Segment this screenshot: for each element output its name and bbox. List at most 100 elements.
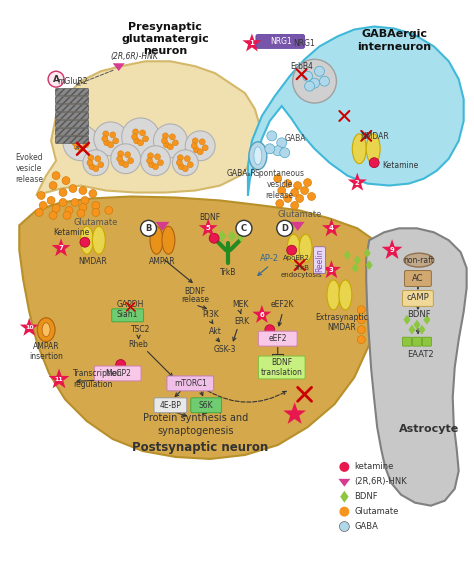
Circle shape: [133, 129, 138, 135]
Polygon shape: [322, 218, 341, 236]
Text: GABAₐR: GABAₐR: [227, 169, 257, 178]
Polygon shape: [218, 231, 226, 242]
Circle shape: [128, 158, 134, 164]
Circle shape: [105, 206, 113, 214]
Circle shape: [88, 155, 94, 160]
Text: Presynaptic
glutamatergic
neuron: Presynaptic glutamatergic neuron: [121, 21, 210, 56]
Text: BDNF: BDNF: [185, 287, 206, 296]
Polygon shape: [283, 402, 306, 424]
Ellipse shape: [352, 134, 366, 164]
Text: D: D: [281, 224, 288, 233]
Circle shape: [123, 162, 128, 168]
Text: non-raft: non-raft: [403, 256, 434, 265]
Text: Protein synthesis and
synaptogenesis: Protein synthesis and synaptogenesis: [143, 412, 248, 436]
Text: 4: 4: [329, 226, 334, 231]
Circle shape: [62, 177, 70, 185]
Text: Ketamine: Ketamine: [382, 161, 419, 170]
Circle shape: [296, 195, 304, 203]
Circle shape: [357, 306, 365, 314]
Circle shape: [132, 134, 137, 140]
Circle shape: [63, 211, 71, 219]
Polygon shape: [252, 305, 271, 323]
Circle shape: [284, 195, 292, 203]
Circle shape: [98, 162, 104, 168]
Circle shape: [77, 209, 85, 217]
Circle shape: [267, 131, 277, 141]
Text: release: release: [181, 296, 209, 305]
FancyBboxPatch shape: [154, 398, 187, 413]
Circle shape: [315, 66, 325, 76]
FancyBboxPatch shape: [412, 337, 421, 346]
Circle shape: [37, 191, 45, 200]
Circle shape: [187, 162, 193, 168]
Text: MEK: MEK: [232, 300, 248, 309]
Polygon shape: [348, 173, 367, 191]
Circle shape: [163, 133, 168, 139]
Circle shape: [278, 187, 286, 195]
FancyBboxPatch shape: [55, 96, 88, 104]
Circle shape: [197, 149, 203, 155]
Polygon shape: [113, 63, 125, 71]
Text: AMPAR
insertion: AMPAR insertion: [29, 342, 63, 361]
Polygon shape: [322, 260, 341, 278]
Text: Rheb: Rheb: [129, 340, 148, 349]
Circle shape: [157, 160, 164, 165]
Circle shape: [357, 335, 365, 344]
Circle shape: [274, 174, 282, 182]
Text: BDNF: BDNF: [200, 213, 221, 222]
Circle shape: [49, 211, 57, 219]
Text: PI3K: PI3K: [202, 310, 219, 319]
Circle shape: [143, 136, 148, 142]
Text: 5: 5: [206, 226, 210, 231]
Circle shape: [83, 150, 109, 176]
Circle shape: [47, 196, 55, 204]
Circle shape: [199, 139, 205, 145]
Circle shape: [104, 140, 110, 146]
Text: BDNF: BDNF: [407, 310, 431, 319]
Circle shape: [280, 148, 290, 158]
Circle shape: [137, 140, 144, 146]
Text: C: C: [241, 224, 247, 233]
Text: TrkB
endocytosis: TrkB endocytosis: [281, 265, 322, 278]
Text: 11: 11: [55, 377, 64, 382]
Text: Reelin: Reelin: [315, 249, 324, 272]
Circle shape: [148, 162, 155, 168]
Text: AMPAR: AMPAR: [149, 257, 176, 266]
Circle shape: [287, 245, 297, 255]
Polygon shape: [199, 218, 218, 236]
Circle shape: [81, 196, 89, 204]
Circle shape: [302, 71, 312, 81]
Ellipse shape: [42, 323, 50, 337]
Text: 10: 10: [25, 325, 34, 330]
Text: eEF2: eEF2: [268, 334, 287, 343]
Ellipse shape: [287, 234, 300, 262]
Circle shape: [118, 160, 125, 165]
Circle shape: [125, 152, 131, 158]
Text: GABA: GABA: [354, 522, 378, 531]
Circle shape: [167, 144, 173, 150]
Circle shape: [276, 200, 284, 208]
Polygon shape: [52, 238, 71, 256]
Circle shape: [301, 187, 309, 195]
Circle shape: [141, 146, 170, 176]
Circle shape: [292, 59, 337, 103]
FancyBboxPatch shape: [167, 376, 214, 391]
FancyBboxPatch shape: [94, 366, 141, 381]
Text: cAMP: cAMP: [407, 293, 429, 302]
Circle shape: [147, 153, 154, 159]
FancyBboxPatch shape: [112, 309, 144, 322]
Ellipse shape: [404, 253, 434, 267]
Circle shape: [294, 182, 301, 190]
Circle shape: [59, 188, 67, 196]
Text: Ketamine: Ketamine: [53, 228, 89, 237]
Ellipse shape: [254, 147, 262, 165]
Circle shape: [80, 136, 86, 142]
Circle shape: [78, 146, 84, 152]
Circle shape: [185, 131, 215, 160]
Circle shape: [273, 146, 283, 156]
Text: S6K: S6K: [199, 401, 213, 410]
Text: A: A: [53, 75, 60, 84]
Circle shape: [79, 187, 87, 195]
Text: MeCP2: MeCP2: [105, 369, 131, 378]
Ellipse shape: [37, 318, 55, 342]
